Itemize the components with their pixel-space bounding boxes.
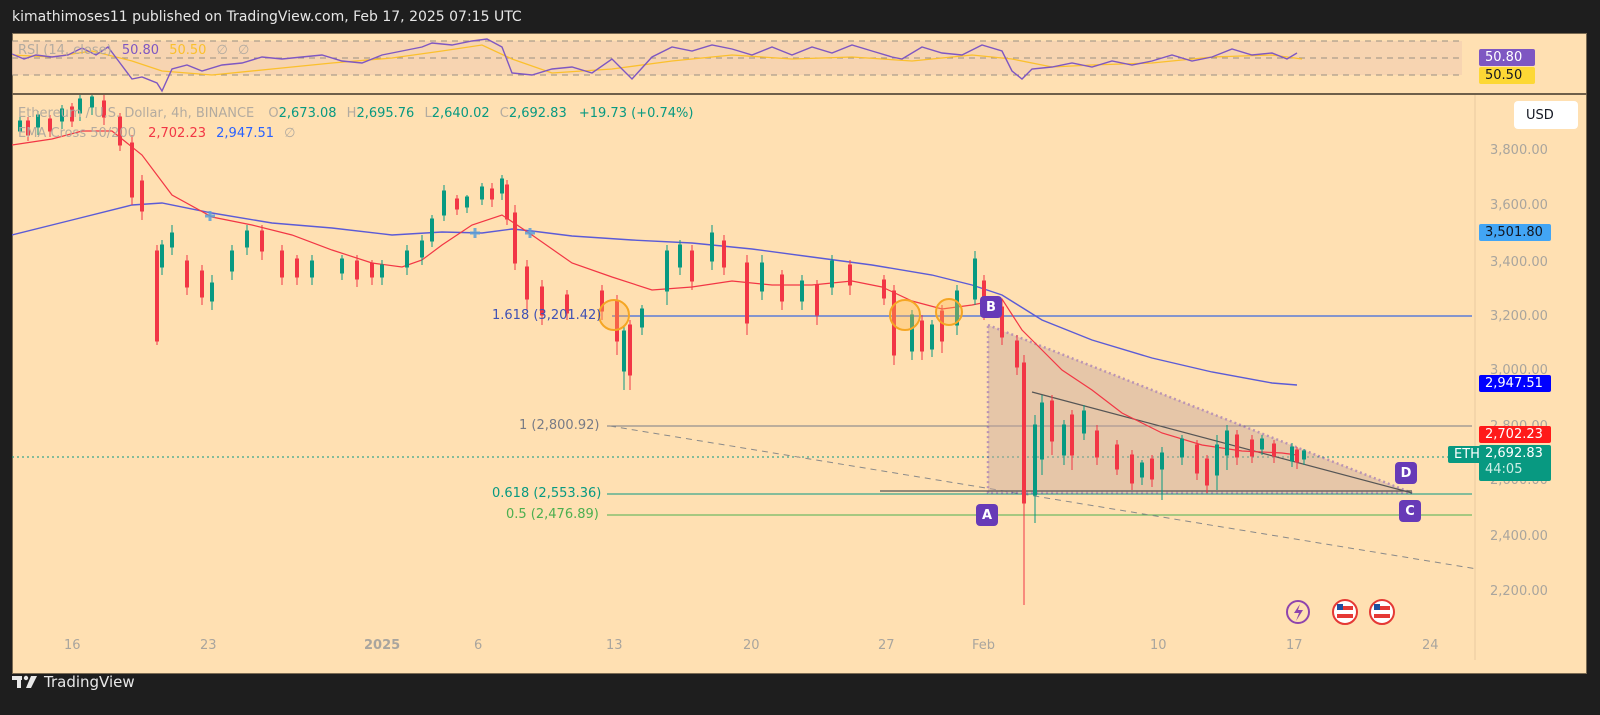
price-tick: 2,200.00 [1490, 584, 1548, 599]
ema200-value: 2,947.51 [216, 126, 275, 141]
last-price-tag: 2,692.83 44:05 [1479, 445, 1551, 481]
rsi-ma-tag: 50.50 [1479, 67, 1535, 84]
ohlc-high: 2,695.76 [356, 106, 415, 121]
symbol-legend[interactable]: Ethereum / U.S. Dollar, 4h, BINANCE O2,6… [18, 106, 694, 121]
rsi-ma-value: 50.50 [169, 43, 207, 58]
ohlc-change: +19.73 (+0.74%) [578, 106, 694, 121]
rsi-value-tag: 50.80 [1479, 49, 1535, 66]
fib-top-price-tag: 3,501.80 [1479, 224, 1551, 241]
ohlc-close: 2,692.83 [508, 106, 567, 121]
ema-extra: ∅ [284, 126, 296, 141]
fib-label-0618[interactable]: 0.618 (2,553.36) [492, 486, 602, 501]
time-tick: 20 [743, 638, 760, 653]
candles [18, 95, 1306, 605]
price-tick: 2,400.00 [1490, 529, 1548, 544]
price-plot [12, 95, 1478, 660]
rsi-plot [12, 38, 1462, 93]
ohlc-open: 2,673.08 [278, 106, 337, 121]
rsi-legend[interactable]: RSI (14, close) 50.80 50.50 ∅ ∅ [18, 43, 249, 58]
time-tick: 27 [878, 638, 895, 653]
time-tick: 23 [200, 638, 217, 653]
price-tick: 3,000.00 [1490, 363, 1548, 378]
ema200-price-tag: 2,947.51 [1479, 375, 1551, 392]
ema-title: EMA Cross 50/200 [18, 126, 136, 141]
price-pane[interactable]: Ethereum / U.S. Dollar, 4h, BINANCE O2,6… [12, 95, 1587, 660]
time-tick: 16 [64, 638, 81, 653]
symbol-name: Ethereum / U.S. Dollar, 4h, BINANCE [18, 106, 255, 121]
fib-label-1[interactable]: 1 (2,800.92) [519, 418, 600, 433]
fib-label-05[interactable]: 0.5 (2,476.89) [506, 507, 599, 522]
ema-legend[interactable]: EMA Cross 50/200 2,702.23 2,947.51 ∅ [18, 126, 296, 141]
time-tick-year: 2025 [364, 638, 401, 653]
price-tick: 3,800.00 [1490, 143, 1548, 158]
fib-label-1618[interactable]: 1.618 (3,201.42) [492, 308, 602, 323]
tradingview-logo-icon [12, 675, 37, 688]
time-tick: 13 [606, 638, 623, 653]
bar-countdown: 44:05 [1485, 462, 1523, 477]
time-tick: 24 [1422, 638, 1439, 653]
currency-button[interactable]: USD [1514, 101, 1578, 129]
time-tick: 6 [474, 638, 483, 653]
ohlc-low: 2,640.02 [431, 106, 490, 121]
rsi-value: 50.80 [121, 43, 160, 58]
pattern-point-a[interactable]: A [976, 504, 998, 526]
rsi-extra-2: ∅ [238, 43, 250, 58]
rsi-title: RSI (14, close) [18, 43, 112, 58]
footer: TradingView [12, 672, 135, 692]
publisher-bar: kimathimoses11 published on TradingView.… [0, 0, 1600, 34]
price-tick: 3,600.00 [1490, 198, 1548, 213]
rsi-extra-1: ∅ [216, 43, 228, 58]
time-tick: 10 [1150, 638, 1167, 653]
chart-frame[interactable] [12, 33, 1587, 674]
time-tick-month: Feb [972, 638, 996, 653]
ema50-price-tag: 2,702.23 [1479, 426, 1551, 443]
pattern-point-b[interactable]: B [980, 296, 1002, 318]
pattern-point-d[interactable]: D [1395, 462, 1417, 484]
price-tick: 3,400.00 [1490, 255, 1548, 270]
event-icons [1286, 599, 1395, 625]
publisher-line: kimathimoses11 published on TradingView.… [12, 9, 522, 25]
brand-name: TradingView [44, 673, 135, 691]
time-tick: 17 [1286, 638, 1303, 653]
price-tick: 3,200.00 [1490, 309, 1548, 324]
rsi-pane[interactable]: RSI (14, close) 50.80 50.50 ∅ ∅ 50.80 50… [12, 33, 1587, 95]
ema50-value: 2,702.23 [148, 126, 206, 141]
time-axis[interactable]: 16 23 2025 6 13 20 27 Feb 10 17 24 [12, 636, 1587, 660]
last-price-value: 2,692.83 [1485, 446, 1543, 461]
pattern-point-c[interactable]: C [1399, 500, 1421, 522]
